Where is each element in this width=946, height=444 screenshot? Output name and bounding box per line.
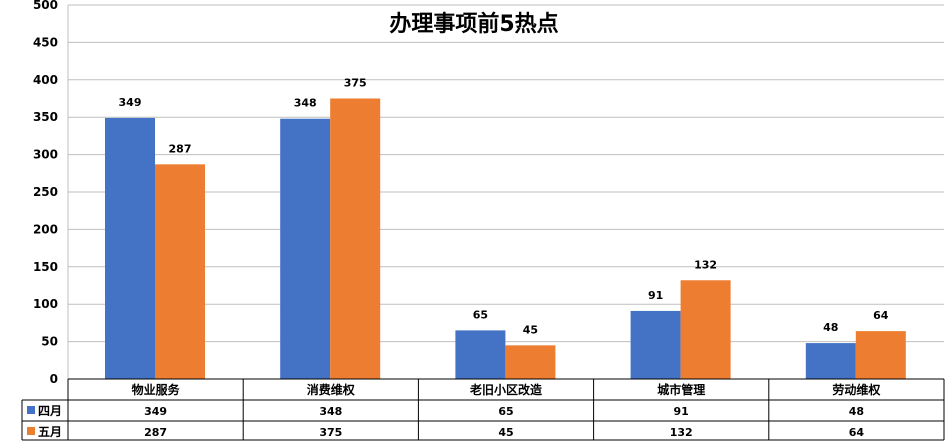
- data-label: 65: [473, 308, 488, 321]
- data-label: 287: [169, 142, 192, 155]
- legend-swatch: [27, 427, 35, 435]
- table-value: 48: [849, 405, 864, 418]
- table-value: 45: [498, 426, 513, 439]
- y-tick-label: 50: [41, 335, 58, 349]
- y-tick-label: 300: [33, 148, 58, 162]
- data-label: 132: [694, 258, 717, 271]
- table-value: 287: [144, 426, 167, 439]
- bar: [680, 280, 731, 379]
- bar: [155, 164, 205, 379]
- y-tick-label: 250: [33, 185, 58, 199]
- y-tick-label: 200: [33, 222, 58, 236]
- table-value: 91: [674, 405, 689, 418]
- table-value: 348: [319, 405, 342, 418]
- y-tick-label: 450: [33, 35, 58, 49]
- chart-title: 办理事项前5热点: [389, 11, 558, 37]
- table-value: 349: [144, 405, 167, 418]
- data-label: 64: [873, 309, 889, 322]
- x-category-label: 消费维权: [307, 382, 356, 397]
- data-labels: 349 348 65 91 48 287 375 45 132 64: [119, 77, 889, 337]
- bar: [630, 310, 681, 379]
- data-label: 48: [823, 321, 838, 334]
- bar: [455, 330, 506, 379]
- table-value: 64: [849, 426, 865, 439]
- y-tick-label: 400: [33, 73, 58, 87]
- data-label: 45: [523, 323, 538, 336]
- bar: [505, 345, 556, 379]
- x-category-label: 城市管理: [657, 382, 705, 397]
- table-value: 65: [498, 405, 513, 418]
- y-tick-label: 150: [33, 260, 58, 274]
- y-tick-label: 0: [50, 372, 58, 386]
- bar: [805, 343, 856, 379]
- data-label: 349: [119, 96, 142, 109]
- legend-series-name: 五月: [38, 425, 62, 439]
- bar: [855, 331, 906, 379]
- bar: [330, 98, 381, 379]
- y-tick-label: 350: [33, 110, 58, 124]
- x-category-label: 物业服务: [132, 382, 181, 397]
- y-axis-tick-labels: 0 50 100 150 200 250 300 350 400 450 500: [33, 0, 58, 386]
- x-category-label: 老旧小区改造: [470, 382, 543, 397]
- legend-series-name: 四月: [38, 404, 62, 418]
- bar: [280, 118, 331, 380]
- data-label: 91: [648, 289, 663, 302]
- legend-swatch: [27, 406, 35, 414]
- gridlines: [67, 4, 944, 380]
- table-value: 132: [670, 426, 693, 439]
- bars: [105, 98, 906, 380]
- bar: [105, 117, 155, 379]
- table-value: 375: [319, 426, 342, 439]
- x-category-label: 劳动维权: [832, 382, 881, 397]
- y-tick-label: 500: [33, 0, 58, 12]
- data-label: 375: [344, 77, 367, 90]
- data-label: 348: [294, 97, 317, 110]
- y-tick-label: 100: [33, 297, 58, 311]
